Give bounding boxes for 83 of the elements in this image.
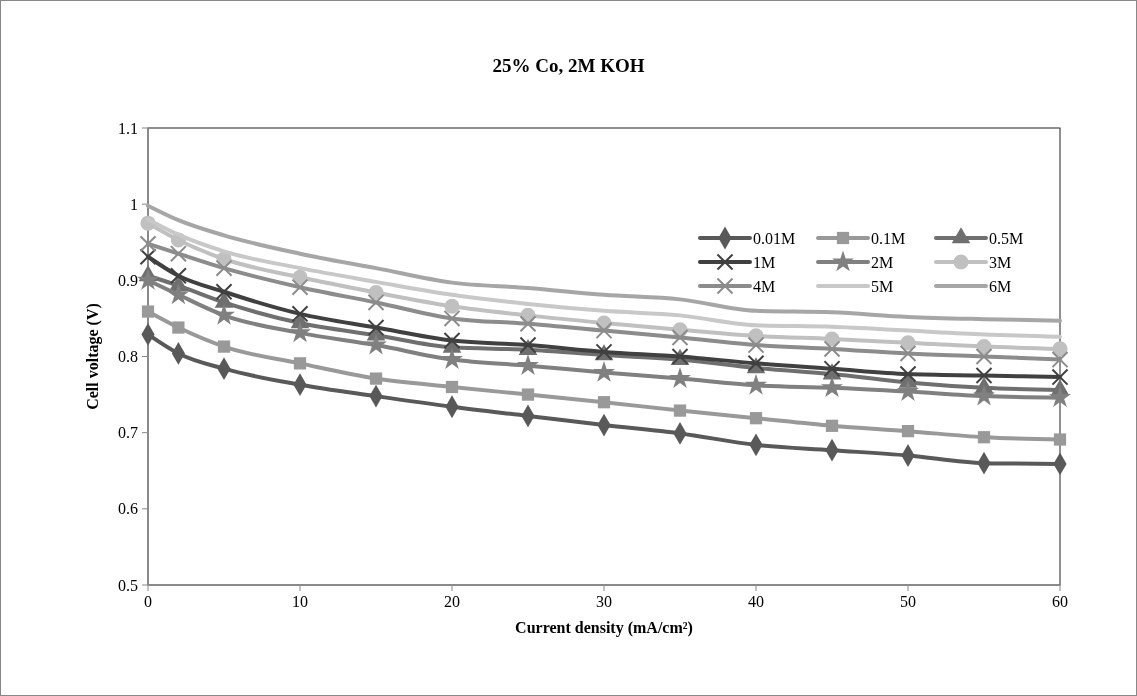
point <box>749 412 763 425</box>
point <box>595 322 613 340</box>
point <box>671 328 689 346</box>
point <box>1051 351 1069 369</box>
point <box>593 360 615 382</box>
point <box>441 347 463 369</box>
point <box>443 309 461 327</box>
x-tick-label: 10 <box>292 593 308 610</box>
point <box>821 376 843 398</box>
point <box>519 315 537 333</box>
point <box>823 340 841 358</box>
y-tick-label: 0.8 <box>118 348 138 366</box>
point <box>517 354 539 375</box>
point <box>289 321 311 343</box>
point <box>369 372 383 385</box>
point <box>900 335 916 351</box>
point <box>669 367 691 388</box>
point <box>293 357 307 370</box>
point <box>901 425 915 438</box>
y-tick-label: 0.9 <box>118 271 138 289</box>
point <box>977 431 991 444</box>
point <box>745 373 767 395</box>
point <box>976 339 992 355</box>
point <box>973 384 995 406</box>
x-tick-label: 20 <box>444 593 460 610</box>
point <box>137 268 159 290</box>
point <box>167 283 190 305</box>
y-tick-label: 0.6 <box>118 500 138 518</box>
point <box>291 278 309 296</box>
x-tick-label: 60 <box>1052 593 1068 610</box>
legend-label: 1M <box>753 253 776 271</box>
y-tick-label: 0.5 <box>118 576 138 594</box>
point <box>899 365 917 383</box>
legend-label: 0.1M <box>871 229 906 247</box>
point <box>141 305 155 318</box>
x-tick-label: 40 <box>748 593 764 610</box>
chart-title: 25% Co, 2M KOH <box>492 55 645 76</box>
point <box>172 321 185 334</box>
point <box>521 388 535 401</box>
y-tick-label: 1.1 <box>118 119 138 137</box>
x-axis-title: Current density (mA/cm²) <box>515 619 693 637</box>
point <box>825 419 839 432</box>
legend-label: 5M <box>871 277 894 295</box>
point <box>673 404 687 417</box>
x-tick-label: 50 <box>900 593 916 610</box>
legend-label: 3M <box>989 253 1012 271</box>
point <box>975 347 993 366</box>
point <box>367 293 385 311</box>
legend-label: 0.01M <box>753 229 796 247</box>
point <box>1051 368 1069 386</box>
point <box>445 380 459 394</box>
y-axis-title: Cell voltage (V) <box>84 303 102 410</box>
point <box>975 367 993 385</box>
point <box>897 379 919 401</box>
point <box>1049 386 1071 407</box>
point <box>215 283 233 301</box>
point <box>367 319 385 337</box>
point <box>597 396 611 409</box>
x-tick-label: 0 <box>144 593 152 610</box>
point <box>169 267 187 285</box>
point <box>747 336 765 354</box>
y-tick-label: 0.7 <box>118 424 138 442</box>
legend-label: 4M <box>753 277 776 295</box>
point <box>368 284 384 301</box>
point <box>291 305 309 323</box>
point <box>1053 433 1067 446</box>
point <box>444 298 460 314</box>
point <box>1052 341 1068 357</box>
point <box>215 259 233 277</box>
point <box>217 340 231 353</box>
point <box>443 331 461 350</box>
point <box>139 235 157 253</box>
legend-label: 0.5M <box>989 229 1024 247</box>
x-tick-label: 30 <box>596 593 612 610</box>
point <box>139 248 157 266</box>
legend-label: 6M <box>989 277 1012 295</box>
point <box>365 333 387 355</box>
point <box>213 303 235 325</box>
line-series <box>146 203 1062 323</box>
legend-label: 2M <box>871 253 894 271</box>
point <box>899 344 917 362</box>
y-tick-label: 1 <box>130 195 138 213</box>
point <box>169 245 187 263</box>
